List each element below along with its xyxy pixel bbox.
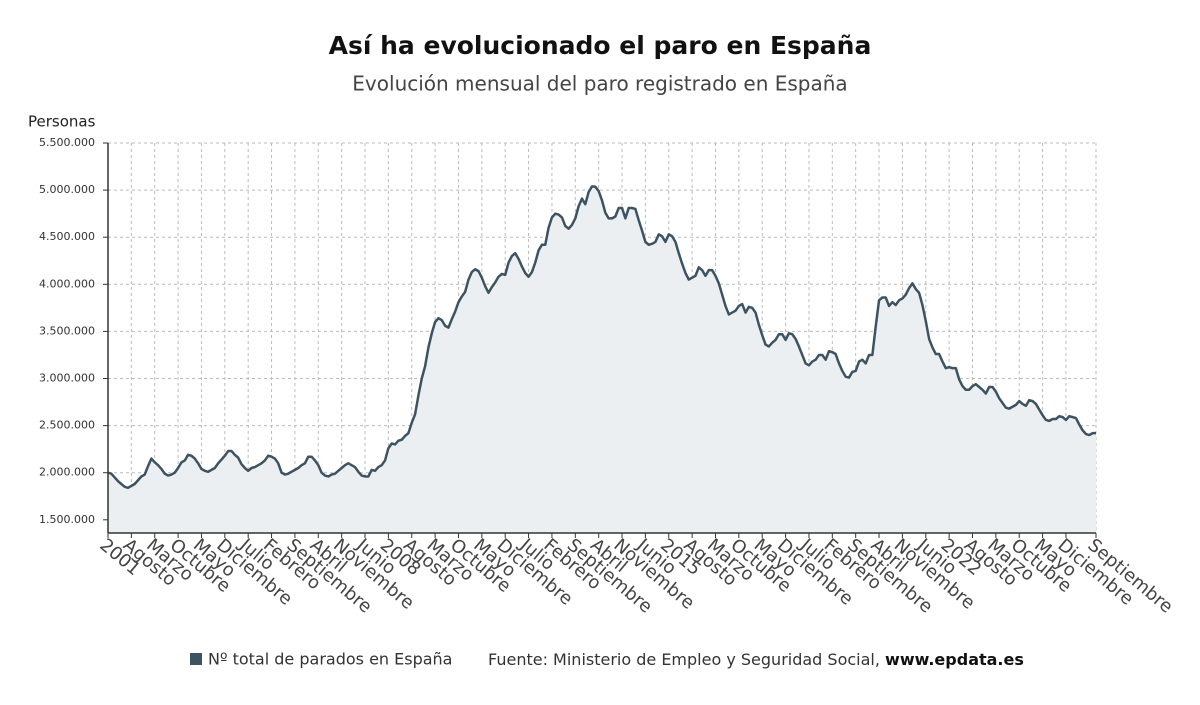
y-tick-label: 4.500.000 (39, 230, 95, 243)
chart-title: Así ha evolucionado el paro en España (329, 31, 872, 60)
source-link: www.epdata.es (885, 650, 1024, 669)
y-tick-label: 3.000.000 (39, 372, 95, 385)
y-tick-label: 5.500.000 (39, 136, 95, 149)
line (107, 185, 1096, 490)
y-tick-label: 2.500.000 (39, 419, 95, 432)
source: Fuente: Ministerio de Empleo y Seguridad… (488, 650, 1024, 669)
y-tick-label: 2.000.000 (39, 466, 95, 479)
chart-subtitle: Evolución mensual del paro registrado en… (352, 72, 847, 96)
legend-swatch (190, 653, 202, 665)
source-text: Fuente: Ministerio de Empleo y Seguridad… (488, 650, 880, 669)
y-tick-label: 5.000.000 (39, 183, 95, 196)
y-axis-label: Personas (28, 113, 96, 131)
y-tick-label: 1.500.000 (39, 513, 95, 526)
legend-label: Nº total de parados en España (208, 650, 452, 669)
y-tick-label: 3.500.000 (39, 324, 95, 337)
y-tick-label: 4.000.000 (39, 277, 95, 290)
area (108, 186, 1096, 533)
